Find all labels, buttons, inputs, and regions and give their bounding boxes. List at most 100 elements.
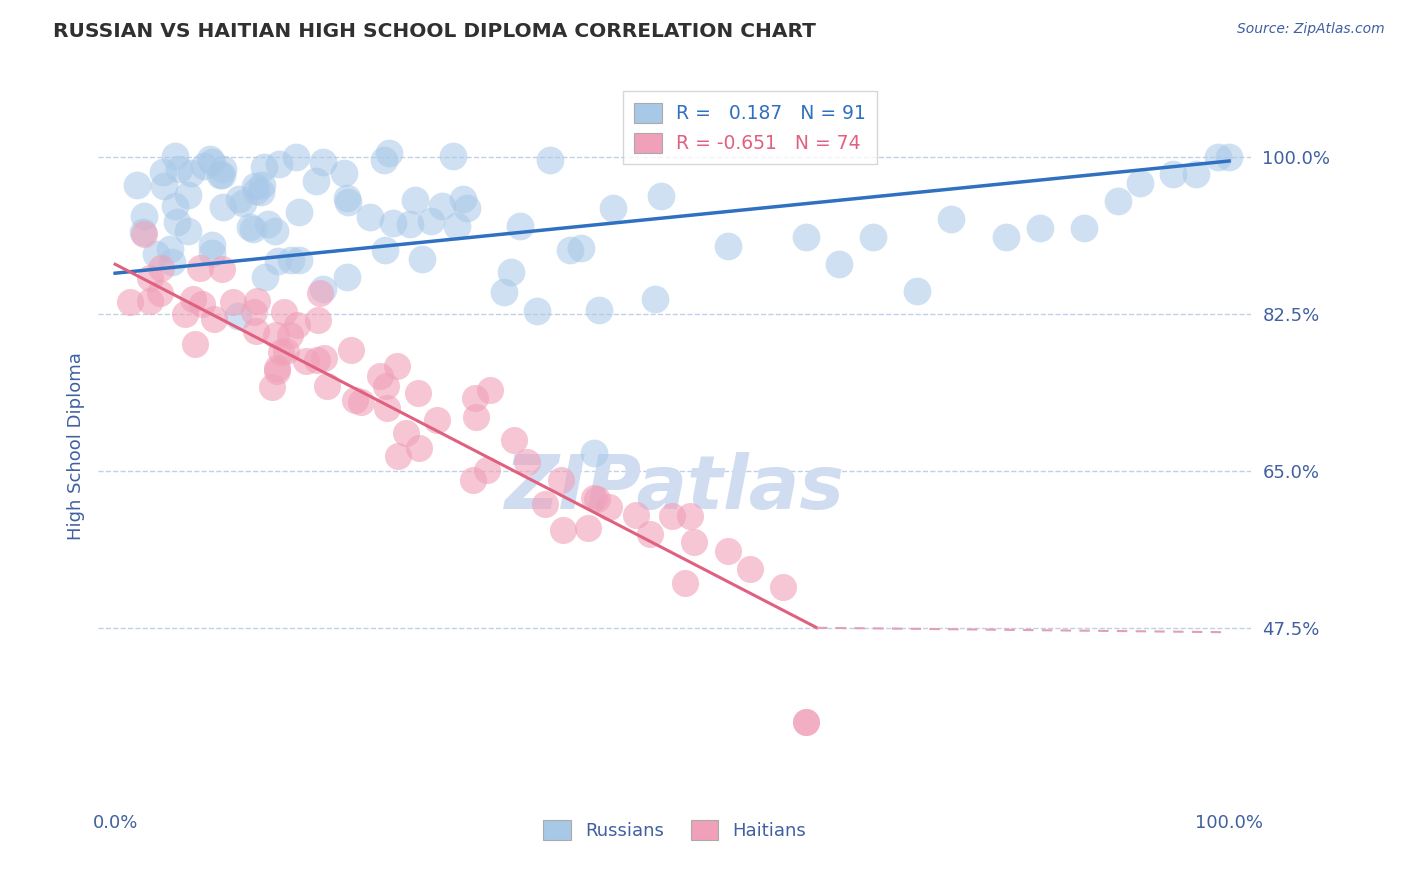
Point [180,166,202,180]
Point [1218,149,1240,163]
Point [399,217,422,231]
Point [266,360,288,375]
Point [1028,221,1050,235]
Point [432,199,454,213]
Point [576,521,599,535]
Point [463,474,485,488]
Point [201,238,224,252]
Point [202,311,225,326]
Point [266,364,288,378]
Point [336,191,359,205]
Point [588,303,610,318]
Point [188,261,211,276]
Point [602,201,624,215]
Point [644,292,666,306]
Point [127,178,149,193]
Point [209,168,232,182]
Point [673,575,696,590]
Point [167,161,190,176]
Point [382,216,405,230]
Point [150,260,173,275]
Point [166,215,188,229]
Point [243,305,266,319]
Point [307,313,329,327]
Point [370,368,392,383]
Point [350,395,373,409]
Point [404,194,426,208]
Point [253,269,276,284]
Point [411,252,433,266]
Point [226,309,249,323]
Point [212,200,235,214]
Point [145,246,167,260]
Point [333,166,356,180]
Point [499,264,522,278]
Point [441,149,464,163]
Point [683,535,706,549]
Point [387,449,409,463]
Point [159,242,181,256]
Point [139,271,162,285]
Point [309,285,332,300]
Point [165,199,187,213]
Point [288,253,311,268]
Point [336,269,359,284]
Point [494,285,516,299]
Point [772,580,794,594]
Point [583,446,606,460]
Point [176,188,198,202]
Point [316,379,339,393]
Point [533,497,555,511]
Text: RUSSIAN VS HAITIAN HIGH SCHOOL DIPLOMA CORRELATION CHART: RUSSIAN VS HAITIAN HIGH SCHOOL DIPLOMA C… [53,22,817,41]
Point [794,714,817,729]
Point [738,562,761,576]
Point [257,217,280,231]
Point [184,337,207,351]
Point [1107,194,1129,209]
Point [242,221,264,235]
Point [131,225,153,239]
Point [118,294,141,309]
Point [638,526,661,541]
Point [419,214,441,228]
Point [212,161,235,176]
Point [252,178,274,193]
Point [995,230,1018,244]
Point [551,523,574,537]
Point [558,243,581,257]
Point [1184,168,1206,182]
Point [456,202,478,216]
Point [132,209,155,223]
Point [408,385,430,400]
Point [516,455,538,469]
Point [211,261,233,276]
Point [661,508,683,523]
Point [245,179,267,194]
Point [340,343,363,357]
Point [585,492,607,507]
Point [138,293,160,308]
Point [174,307,197,321]
Point [464,391,486,405]
Legend: Russians, Haitians: Russians, Haitians [536,813,814,847]
Point [148,285,170,300]
Point [1073,221,1095,235]
Point [373,153,395,167]
Point [287,318,309,333]
Point [245,184,267,198]
Point [269,157,291,171]
Point [163,149,186,163]
Point [359,210,381,224]
Point [794,230,817,244]
Point [378,146,401,161]
Point [679,509,702,524]
Point [312,154,335,169]
Point [211,168,233,182]
Point [305,352,328,367]
Point [260,380,283,394]
Point [394,426,416,441]
Point [201,246,224,260]
Point [266,327,288,342]
Point [245,324,267,338]
Point [583,491,606,505]
